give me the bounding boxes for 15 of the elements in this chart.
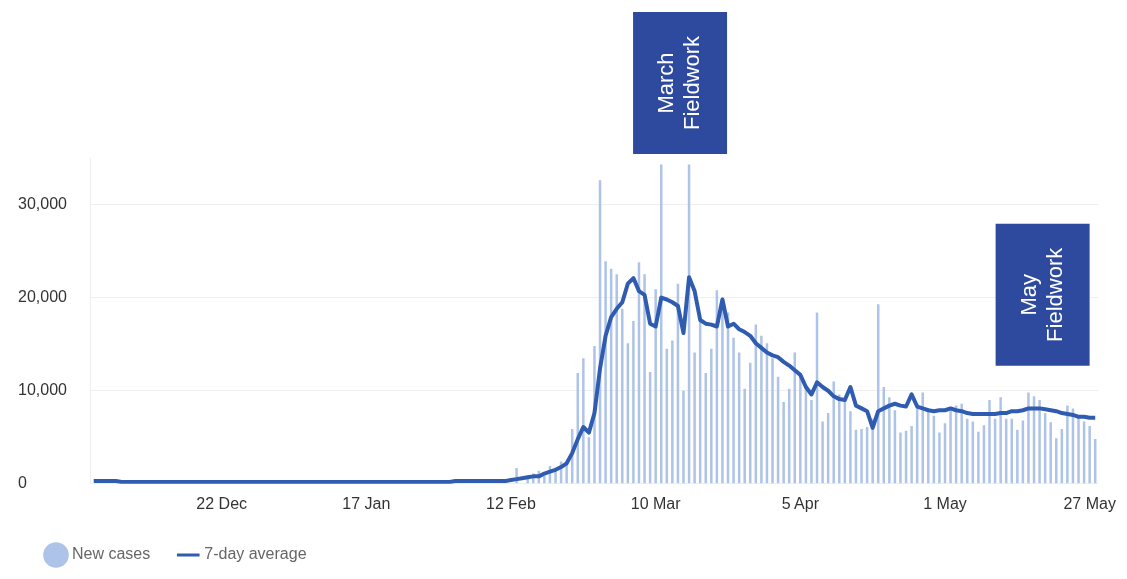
legend-label: 7-day average xyxy=(204,545,307,563)
x-tick-label: 22 Dec xyxy=(196,494,248,512)
annotation: May Fieldwork xyxy=(1015,246,1067,342)
y-tick-label: 0 xyxy=(18,474,27,492)
x-tick-label: 1 May xyxy=(923,494,967,512)
legend-label: New cases xyxy=(72,545,151,563)
x-tick-label: 5 Apr xyxy=(781,494,820,512)
y-tick-label: 30,000 xyxy=(18,194,68,212)
text: March Fieldwork xyxy=(653,34,705,131)
x-tick-label: 27 May xyxy=(1063,494,1116,512)
x-tick-label: 17 Jan xyxy=(342,494,391,512)
x-tick-label: 10 Mar xyxy=(630,494,682,512)
y-tick-label: 10,000 xyxy=(18,381,68,399)
y-tick-label: 20,000 xyxy=(18,288,68,306)
x-tick-label: 12 Feb xyxy=(486,494,537,512)
